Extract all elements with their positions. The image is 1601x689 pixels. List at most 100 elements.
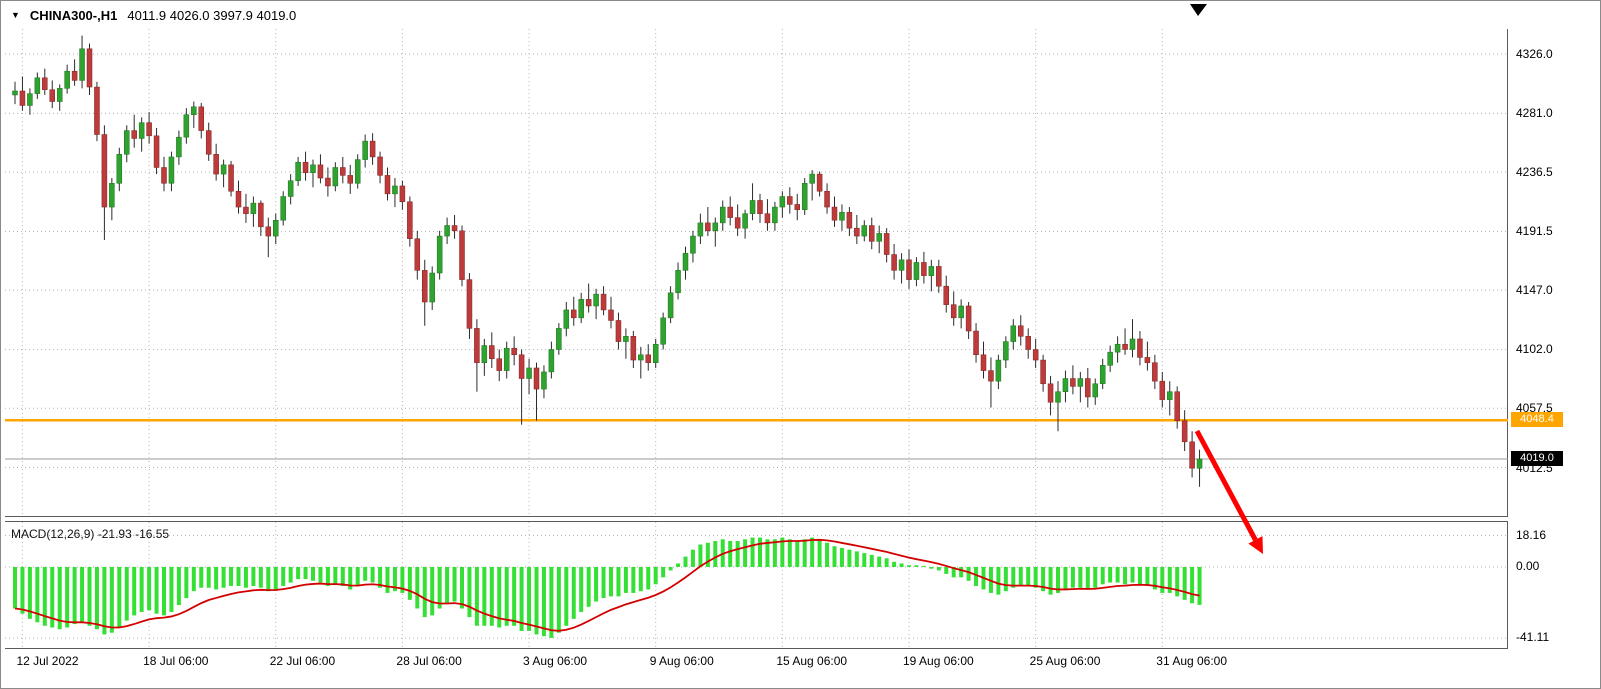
candle [526, 358, 532, 395]
candle-body [1122, 343, 1128, 350]
candle-body [720, 206, 726, 224]
candle-body [1062, 378, 1069, 392]
candle [340, 156, 346, 184]
candle [712, 217, 719, 247]
candle [228, 160, 234, 197]
candle-body [615, 320, 622, 342]
macd-histogram-bar [273, 566, 278, 590]
candle [1107, 345, 1113, 372]
macd-histogram-bar [1123, 566, 1128, 585]
candle-body [213, 154, 219, 175]
candle [675, 262, 681, 300]
candle [250, 196, 257, 227]
candle-body [526, 367, 532, 379]
price-axis-label: 4057.5 [1516, 401, 1553, 416]
candle-body [116, 154, 123, 184]
candle [585, 283, 592, 313]
macd-histogram-bar [460, 566, 464, 609]
macd-histogram-bar [1190, 566, 1195, 604]
candle-body [1055, 391, 1061, 403]
candle-body [71, 70, 78, 81]
macd-histogram-bar [348, 566, 353, 590]
candle [638, 346, 644, 379]
macd-histogram-bar [1137, 566, 1142, 585]
price-axis-label: 4147.0 [1516, 283, 1553, 298]
candle-body [429, 272, 435, 303]
macd-histogram-bar [586, 566, 591, 607]
macd-histogram-bar [57, 566, 62, 630]
candle-body [49, 89, 55, 102]
candle-body [42, 77, 48, 90]
candle-body [600, 293, 607, 311]
macd-indicator-pane[interactable] [5, 521, 1508, 650]
candle-body [392, 185, 398, 195]
candle-body [399, 185, 406, 203]
candle [533, 362, 540, 421]
candle-body [898, 259, 905, 271]
candle [928, 259, 935, 292]
candle [369, 133, 376, 165]
candle-body [1167, 391, 1173, 400]
candle-body [690, 235, 696, 254]
candle-body [161, 167, 167, 184]
candle-body [593, 293, 599, 307]
candle-body [548, 349, 555, 373]
candle-body [533, 367, 540, 390]
macd-histogram-bar [87, 566, 92, 626]
candlestick-chart [5, 29, 1508, 517]
candle [436, 230, 443, 280]
macd-histogram-bar [1130, 566, 1135, 583]
candle [354, 154, 361, 189]
candle [950, 291, 957, 326]
candle-body [1114, 343, 1121, 353]
candle-body [1092, 383, 1098, 398]
candle-body [205, 130, 212, 155]
macd-histogram-bar [832, 546, 837, 567]
candle-body [511, 347, 517, 356]
candle-body [258, 202, 264, 228]
candle-body [1107, 351, 1113, 366]
candle [1196, 449, 1203, 487]
candle-body [608, 309, 614, 321]
candle-body [280, 196, 286, 221]
candle-body [317, 164, 324, 179]
macd-histogram-bar [474, 566, 479, 626]
symbol-timeframe: CHINA300-,H1 [29, 8, 118, 23]
macd-histogram-bar [854, 551, 859, 567]
macd-histogram-bar [340, 566, 345, 586]
candle [764, 199, 771, 231]
candle [86, 43, 93, 95]
candle [645, 344, 651, 371]
candle-body [124, 130, 130, 155]
candle-body [556, 328, 562, 350]
macd-histogram-bar [35, 566, 40, 623]
macd-histogram-bar [296, 566, 301, 580]
macd-histogram-bar [288, 566, 293, 583]
macd-histogram-bar [102, 566, 107, 635]
price-chart-pane[interactable] [5, 29, 1508, 517]
candle [1070, 365, 1076, 395]
candle-body [332, 167, 339, 187]
macd-histogram-bar [42, 566, 47, 626]
candle-body [712, 222, 719, 232]
candle [600, 286, 607, 316]
macd-histogram-bar [765, 539, 770, 567]
candle [1085, 367, 1091, 408]
candle [1032, 338, 1039, 368]
macd-histogram-bar [124, 566, 129, 621]
macd-histogram-bar [303, 566, 308, 580]
macd-histogram-bar [1175, 566, 1180, 597]
macd-histogram-bar [482, 566, 487, 626]
macd-histogram-bar [504, 566, 509, 626]
macd-histogram-bar [780, 537, 785, 567]
top-marker-icon [1190, 4, 1207, 16]
candle [153, 127, 160, 175]
candle-body [1085, 378, 1091, 398]
macd-histogram-bar [1100, 566, 1105, 585]
macd-histogram-bar [847, 549, 852, 567]
candle-body [1181, 420, 1188, 443]
candle [444, 217, 450, 244]
candle-body [831, 206, 838, 221]
macd-histogram-bar [676, 563, 681, 567]
candle [995, 354, 1002, 390]
